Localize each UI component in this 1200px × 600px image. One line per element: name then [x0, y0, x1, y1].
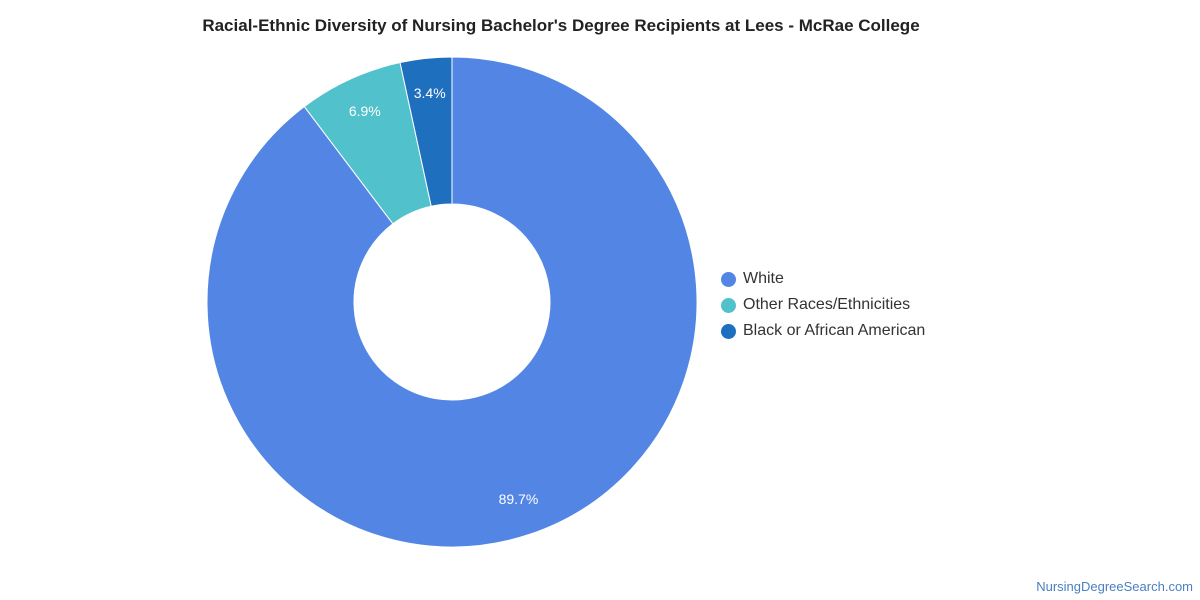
legend-item-black[interactable]: Black or African American	[721, 318, 925, 344]
slice-white[interactable]	[206, 56, 698, 548]
slice-label-white: 89.7%	[499, 491, 539, 507]
legend-label-other-races: Other Races/Ethnicities	[743, 296, 911, 313]
slice-black-or-african-american[interactable]	[399, 56, 453, 207]
legend-label-white: White	[743, 270, 784, 287]
source-link[interactable]: NursingDegreeSearch.com	[1036, 579, 1193, 594]
chart-title: Racial-Ethnic Diversity of Nursing Bache…	[202, 16, 920, 35]
legend-swatch-black	[721, 323, 736, 339]
slice-label-other-races-ethnicities: 6.9%	[349, 103, 381, 119]
legend-swatch-other-races	[721, 297, 736, 313]
slice-label-black-or-african-american: 3.4%	[414, 85, 446, 101]
legend-swatch-white	[721, 271, 736, 287]
legend-label-black: Black or African American	[743, 322, 926, 339]
legend: White Other Races/Ethnicities Black or A…	[721, 266, 925, 344]
legend-item-other-races[interactable]: Other Races/Ethnicities	[721, 292, 925, 318]
legend-item-white[interactable]: White	[721, 266, 925, 292]
